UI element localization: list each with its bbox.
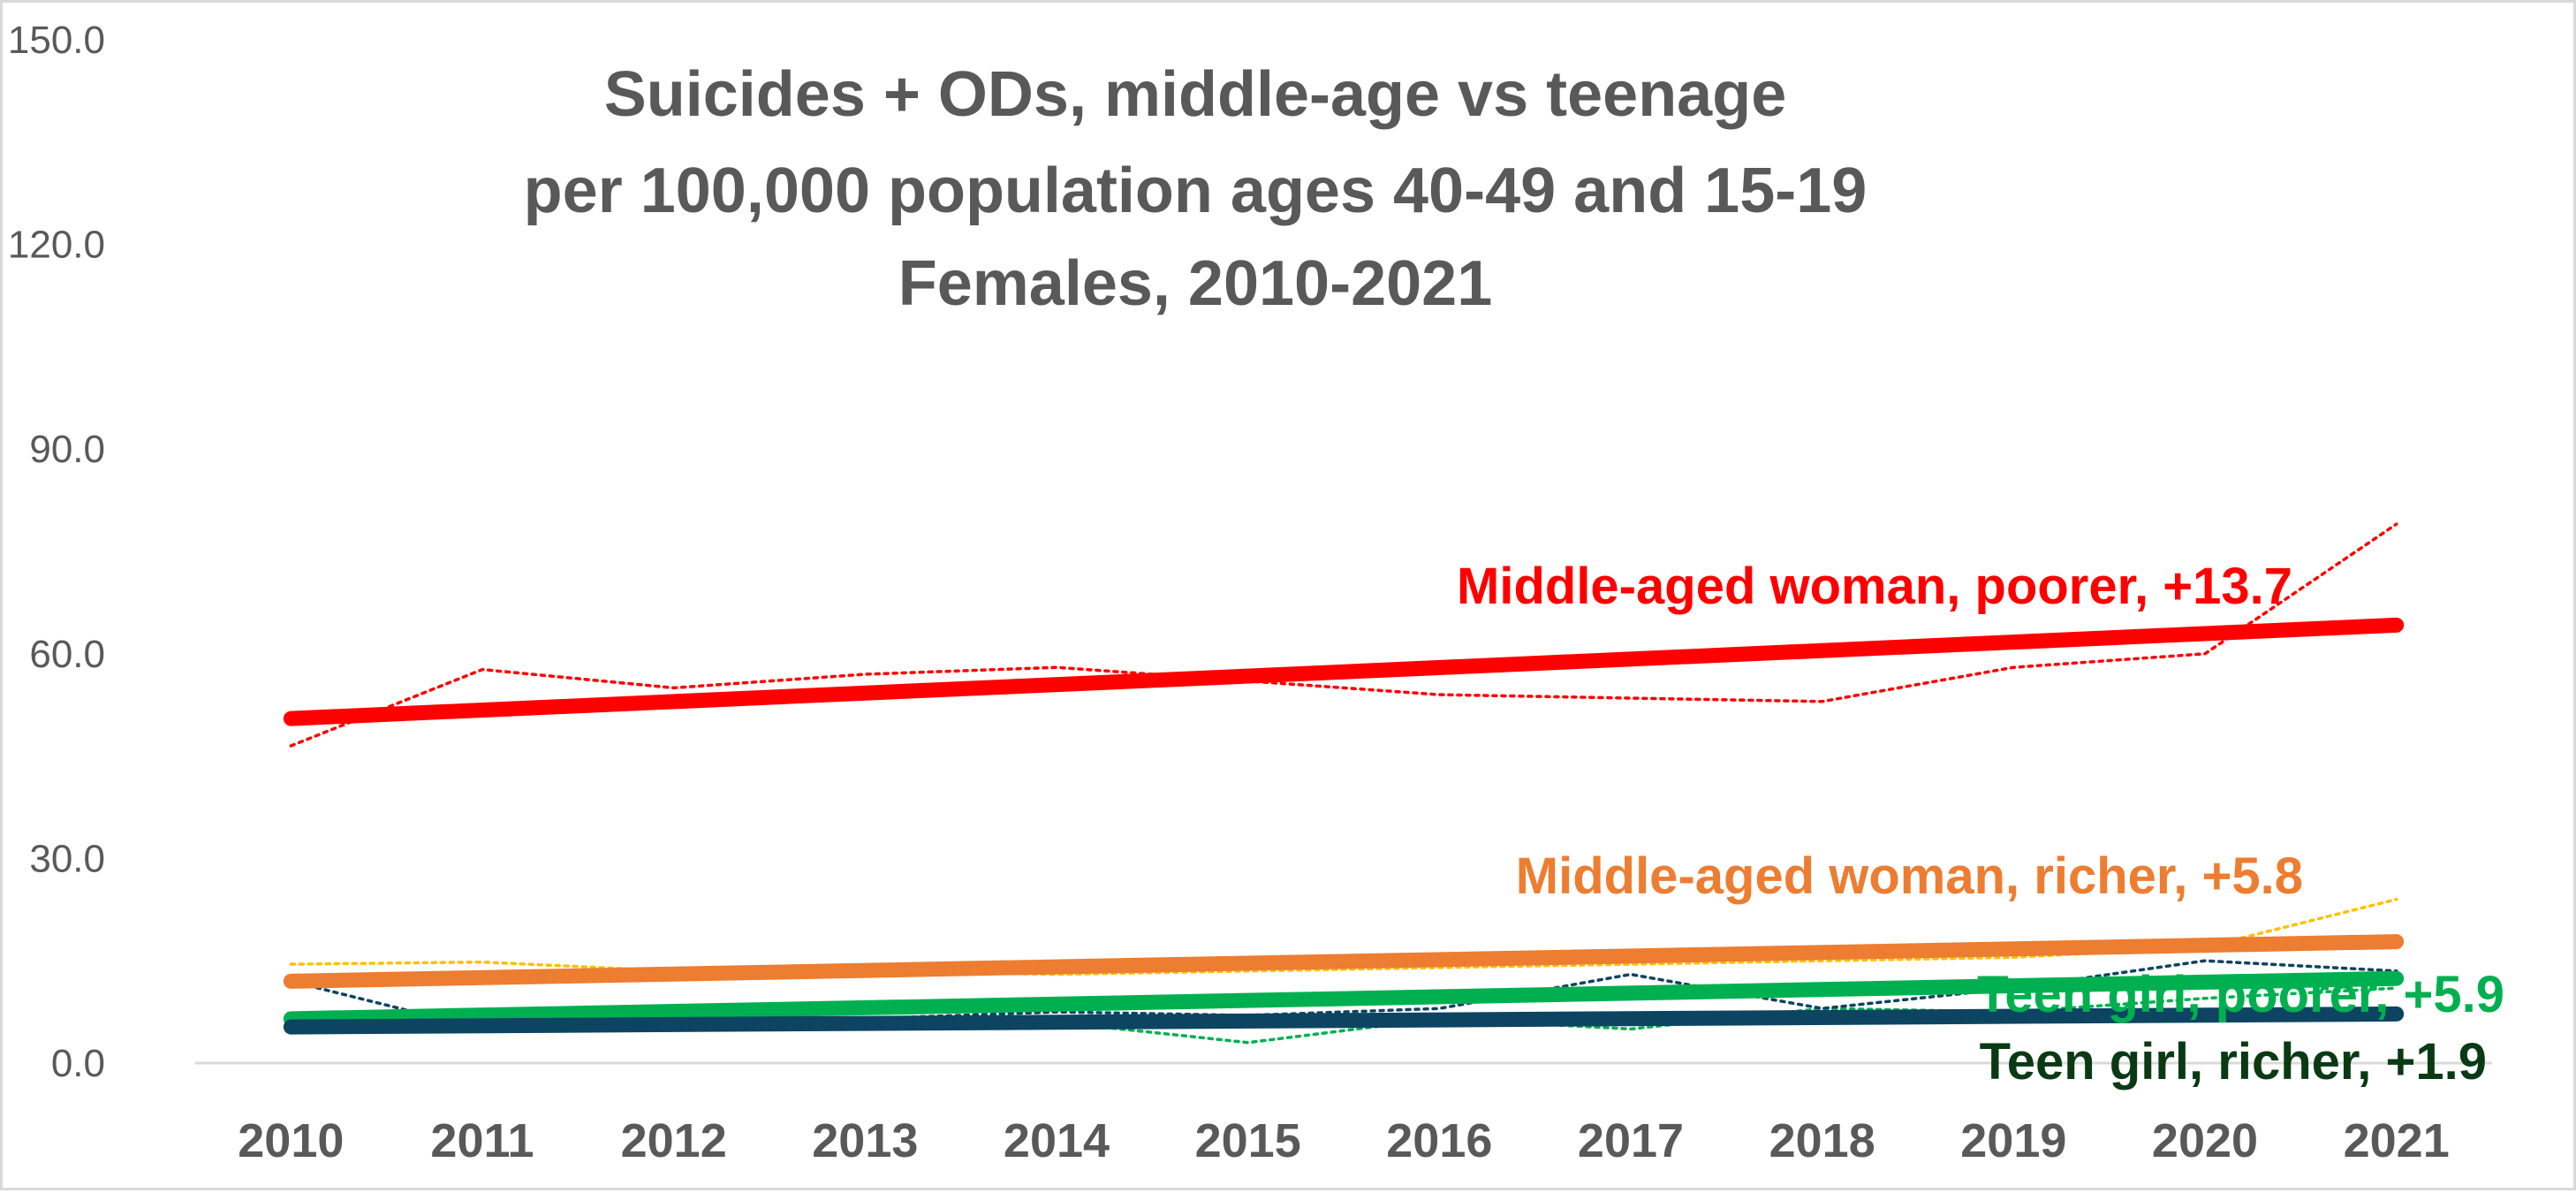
series-label-3: Teen girl, richer, +1.9 (1980, 1033, 2487, 1090)
y-tick-label: 0.0 (51, 1042, 105, 1085)
series-raw-line-0 (289, 522, 2398, 748)
x-tick-label: 2011 (430, 1114, 534, 1167)
chart-title-line-2: per 100,000 population ages 40-49 and 15… (524, 156, 1868, 226)
series-label-1: Middle-aged woman, richer, +5.8 (1516, 847, 2303, 905)
series-trend-line-3 (283, 1006, 2405, 1035)
x-tick-label: 2016 (1386, 1114, 1492, 1167)
y-tick-label: 150.0 (8, 19, 105, 62)
series-trend-lines (283, 617, 2405, 1035)
x-tick-label: 2019 (1960, 1114, 2066, 1167)
x-tick-label: 2017 (1578, 1114, 1684, 1167)
chart-title: Suicides + ODs, middle-age vs teenage pe… (524, 59, 1868, 319)
x-tick-label: 2020 (2152, 1114, 2258, 1167)
line-chart: Suicides + ODs, middle-age vs teenage pe… (8, 19, 2504, 1167)
x-tick-label: 2013 (812, 1114, 918, 1167)
y-tick-label: 120.0 (8, 224, 105, 267)
chart-title-line-3: Females, 2010-2021 (898, 248, 1493, 319)
x-tick-label: 2021 (2344, 1114, 2450, 1167)
series-label-0: Middle-aged woman, poorer, +13.7 (1457, 558, 2292, 615)
x-tick-label: 2010 (238, 1114, 344, 1167)
series-trend-line-0 (283, 617, 2405, 726)
x-tick-label: 2012 (621, 1114, 727, 1167)
series-trend-line-1 (283, 934, 2405, 989)
series-trend-line-2 (283, 970, 2405, 1027)
x-tick-label: 2015 (1195, 1114, 1301, 1167)
chart-title-line-1: Suicides + ODs, middle-age vs teenage (604, 59, 1787, 130)
y-tick-label: 30.0 (29, 837, 105, 880)
series-raw-line-1 (289, 897, 2398, 976)
x-axis: 2010 2011 2012 2013 2014 2015 2016 2017 2018 2019… (195, 1061, 2492, 1167)
y-tick-label: 90.0 (29, 428, 105, 471)
series-label-2: Teen girl, poorer, +5.9 (1977, 966, 2504, 1023)
series-labels: Middle-aged woman, poorer, +13.7 Middle-a… (1457, 558, 2504, 1090)
y-axis: 0.0 30.0 60.0 90.0 120.0 150.0 (8, 19, 105, 1085)
y-tick-label: 60.0 (29, 633, 105, 676)
x-tick-label: 2014 (1004, 1114, 1110, 1167)
x-tick-label: 2018 (1769, 1114, 1875, 1167)
